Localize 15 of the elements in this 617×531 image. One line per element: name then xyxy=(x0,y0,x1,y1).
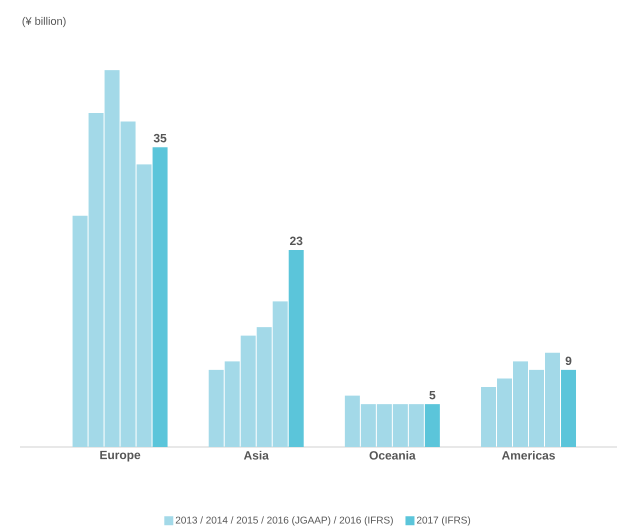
x-tick-label: Asia xyxy=(244,450,269,460)
data-label: 9 xyxy=(566,356,572,366)
x-tick-label: Oceania xyxy=(370,450,416,460)
data-label: 23 xyxy=(290,236,302,246)
bar xyxy=(424,404,440,447)
legend-label: 2013 / 2014 / 2015 / 2016 (JGAAP) / 2016 (IFRS) xyxy=(176,516,393,526)
data-label: 35 xyxy=(154,134,166,142)
data-label: 5 xyxy=(429,390,436,400)
bar xyxy=(152,147,168,447)
x-tick-label: Europe xyxy=(100,450,140,462)
x-tick-label: Americas xyxy=(502,450,555,460)
bar xyxy=(561,370,576,447)
bar xyxy=(288,250,304,447)
legend-label: 2017 (IFRS) xyxy=(416,516,470,526)
y-axis-title: (¥ billion) xyxy=(22,16,66,28)
